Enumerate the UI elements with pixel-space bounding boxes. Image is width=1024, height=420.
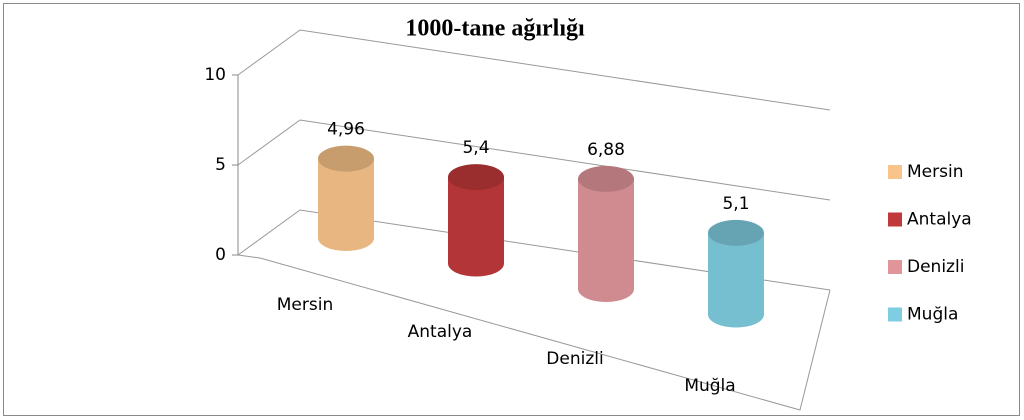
legend-label: Denizli — [907, 257, 964, 277]
x-tick-label: Mersin — [277, 295, 333, 315]
grid-line — [237, 119, 831, 201]
frame — [3, 3, 1020, 416]
bar-top — [708, 219, 764, 246]
bar-top — [318, 145, 374, 172]
bar — [318, 158, 374, 251]
legend-label: Mersin — [907, 162, 963, 182]
x-tick-label: Muğla — [684, 376, 735, 396]
bar — [578, 178, 634, 302]
legend-label: Antalya — [907, 210, 972, 230]
legend-swatch — [888, 260, 902, 274]
value-label: 4,96 — [327, 120, 365, 140]
bar — [448, 177, 504, 277]
grid-line — [237, 29, 831, 111]
bar-top — [578, 165, 634, 192]
x-tick-label: Antalya — [408, 322, 473, 342]
legend-swatch — [888, 212, 902, 227]
y-tick-label: 10 — [204, 65, 226, 85]
value-label: 5,4 — [462, 138, 489, 158]
bar-top — [448, 164, 504, 191]
floor — [237, 254, 831, 411]
legend-label: Muğla — [907, 305, 958, 325]
legend-swatch — [888, 165, 902, 179]
y-tick-label: 0 — [215, 245, 226, 265]
value-label: 6,88 — [587, 140, 625, 160]
y-tick-label: 5 — [215, 155, 226, 175]
legend-swatch — [888, 307, 902, 322]
chart-title: 1000-tane ağırlığı — [405, 16, 585, 42]
x-tick-label: Denizli — [546, 349, 603, 369]
grid-line — [237, 209, 831, 291]
bar — [708, 232, 764, 328]
value-label: 5,1 — [722, 194, 749, 214]
